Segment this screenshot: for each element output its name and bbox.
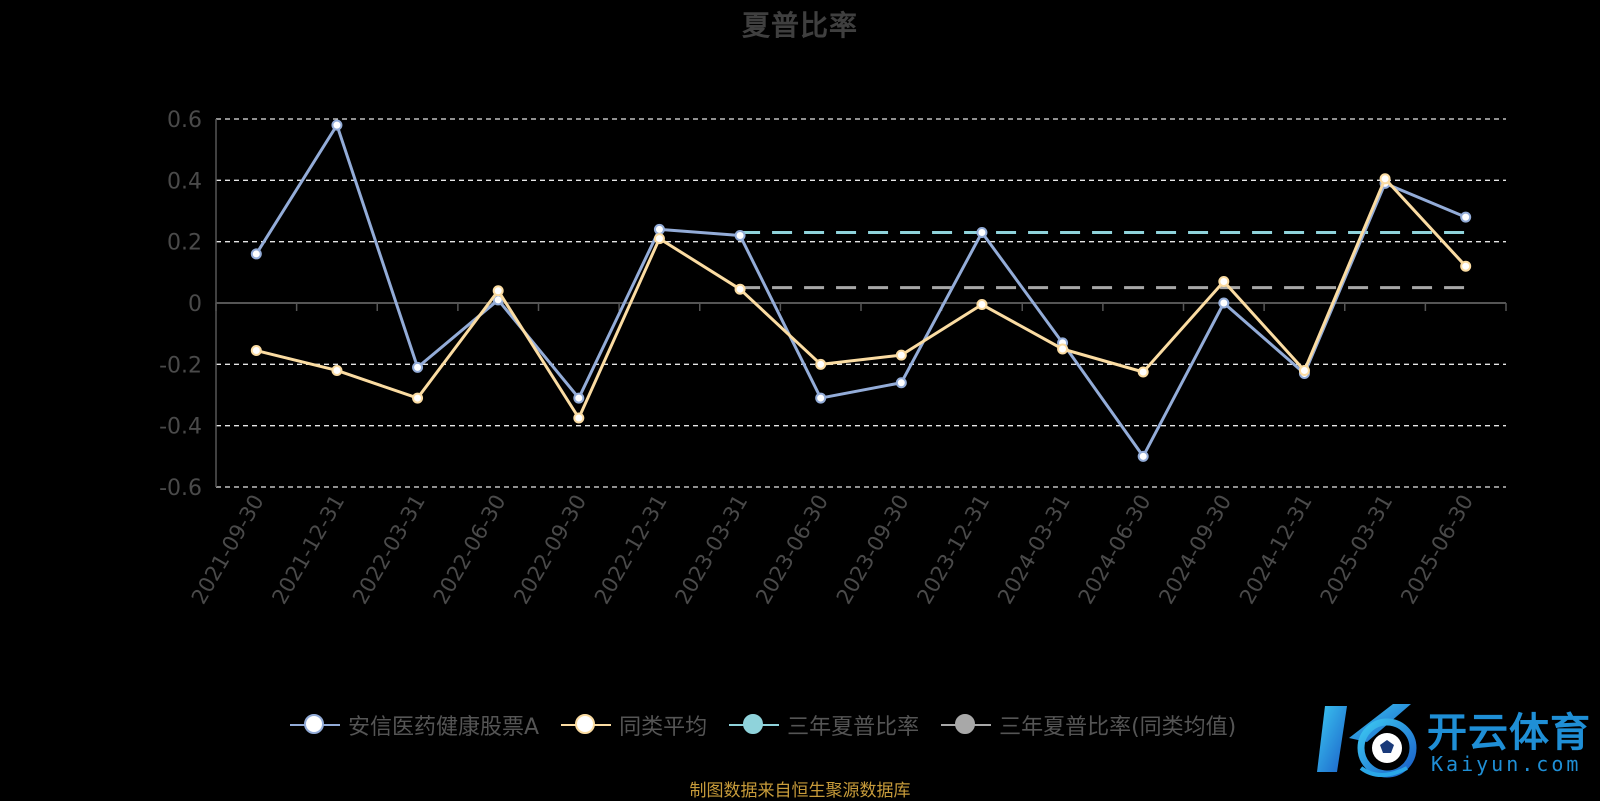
y-tick-label: 0.2	[167, 231, 202, 256]
data-point	[492, 285, 504, 297]
data-source-note: 制图数据来自恒生聚源数据库	[689, 781, 911, 801]
data-point	[653, 233, 665, 245]
x-tick-label: 2023-03-31	[671, 491, 753, 609]
data-point	[976, 226, 988, 238]
data-point	[1057, 343, 1069, 355]
data-point	[1218, 297, 1230, 309]
sharpe-ratio-chart: 0.6 0.4 0.2 0 -0.2 -0.4 -0.62021-09-302021-12-…	[159, 108, 1507, 609]
data-point	[1379, 173, 1391, 185]
data-point	[1298, 364, 1310, 376]
legend-label-fund: 安信医药健康股票A	[348, 715, 540, 740]
data-point	[815, 358, 827, 370]
x-tick-label: 2022-09-30	[509, 491, 591, 609]
x-tick-label: 2022-06-30	[429, 491, 511, 609]
chart-legend: 安信医药健康股票A 同类平均 三年夏普比率 三年夏普比率(同类均值)	[290, 710, 1236, 740]
x-tick-label: 2024-09-30	[1154, 491, 1236, 609]
x-tick-label: 2024-12-31	[1235, 491, 1317, 609]
x-tick-label: 2024-03-31	[993, 491, 1075, 609]
y-tick-label: 0.6	[167, 108, 202, 133]
data-point	[573, 412, 585, 424]
legend-marker-three-year-sharpe	[729, 713, 780, 737]
series-line-1	[255, 177, 1467, 420]
data-point	[412, 392, 424, 404]
legend-item-three-year-sharpe[interactable]: 三年夏普比率	[729, 709, 919, 741]
data-point	[1218, 276, 1230, 288]
x-tick-label: 2023-09-30	[832, 491, 914, 609]
x-tick-label: 2022-03-31	[348, 491, 430, 609]
legend-item-fund[interactable]: 安信医药健康股票A	[290, 709, 539, 741]
data-point	[815, 392, 827, 404]
legend-marker-peer-average	[561, 713, 612, 737]
x-tick-label: 2023-06-30	[751, 491, 833, 609]
data-point	[250, 345, 262, 357]
y-tick-label: -0.4	[159, 415, 202, 440]
x-tick-label: 2023-12-31	[912, 491, 994, 609]
y-tick-label: 0	[188, 292, 202, 317]
y-tick-label: 0.4	[167, 169, 202, 194]
data-point	[734, 283, 746, 295]
data-point	[331, 119, 343, 131]
chart-title: 夏普比率	[741, 9, 858, 42]
data-point	[412, 361, 424, 373]
x-tick-label: 2022-12-31	[590, 491, 672, 609]
data-point	[1460, 260, 1472, 272]
legend-item-peer-average[interactable]: 同类平均	[561, 709, 707, 741]
x-tick-label: 2024-06-30	[1074, 491, 1156, 609]
data-point	[895, 377, 907, 389]
legend-marker-three-year-sharpe-peer	[941, 713, 992, 737]
data-point	[331, 364, 343, 376]
data-point	[653, 223, 665, 235]
data-point	[895, 349, 907, 361]
data-point	[1460, 211, 1472, 223]
data-point	[976, 299, 988, 311]
logo-text: 开云体育	[1427, 710, 1591, 756]
x-tick-label: 2025-03-31	[1316, 491, 1398, 609]
x-tick-label: 2021-09-30	[187, 491, 269, 609]
legend-marker-fund	[290, 713, 340, 737]
kaiyun-soccer-logo-icon	[1317, 704, 1417, 778]
data-point	[1137, 366, 1149, 378]
y-tick-label: -0.6	[159, 476, 202, 501]
legend-label-peer-average: 同类平均	[619, 715, 708, 740]
data-point	[250, 248, 262, 260]
data-point	[734, 230, 746, 242]
x-tick-label: 2021-12-31	[267, 491, 349, 609]
y-tick-label: -0.2	[159, 353, 202, 378]
legend-label-three-year-sharpe-peer: 三年夏普比率(同类均值)	[999, 715, 1237, 740]
legend-item-three-year-sharpe-peer[interactable]: 三年夏普比率(同类均值)	[941, 709, 1236, 741]
data-point	[573, 392, 585, 404]
x-tick-label: 2025-06-30	[1396, 491, 1478, 609]
series-line-0	[255, 123, 1467, 458]
legend-label-three-year-sharpe: 三年夏普比率	[787, 715, 920, 740]
kaiyun-logo[interactable]: 开云体育 Kaiyun.com	[1315, 698, 1595, 780]
data-point	[1137, 450, 1149, 462]
logo-subtext: Kaiyun.com	[1431, 752, 1582, 776]
